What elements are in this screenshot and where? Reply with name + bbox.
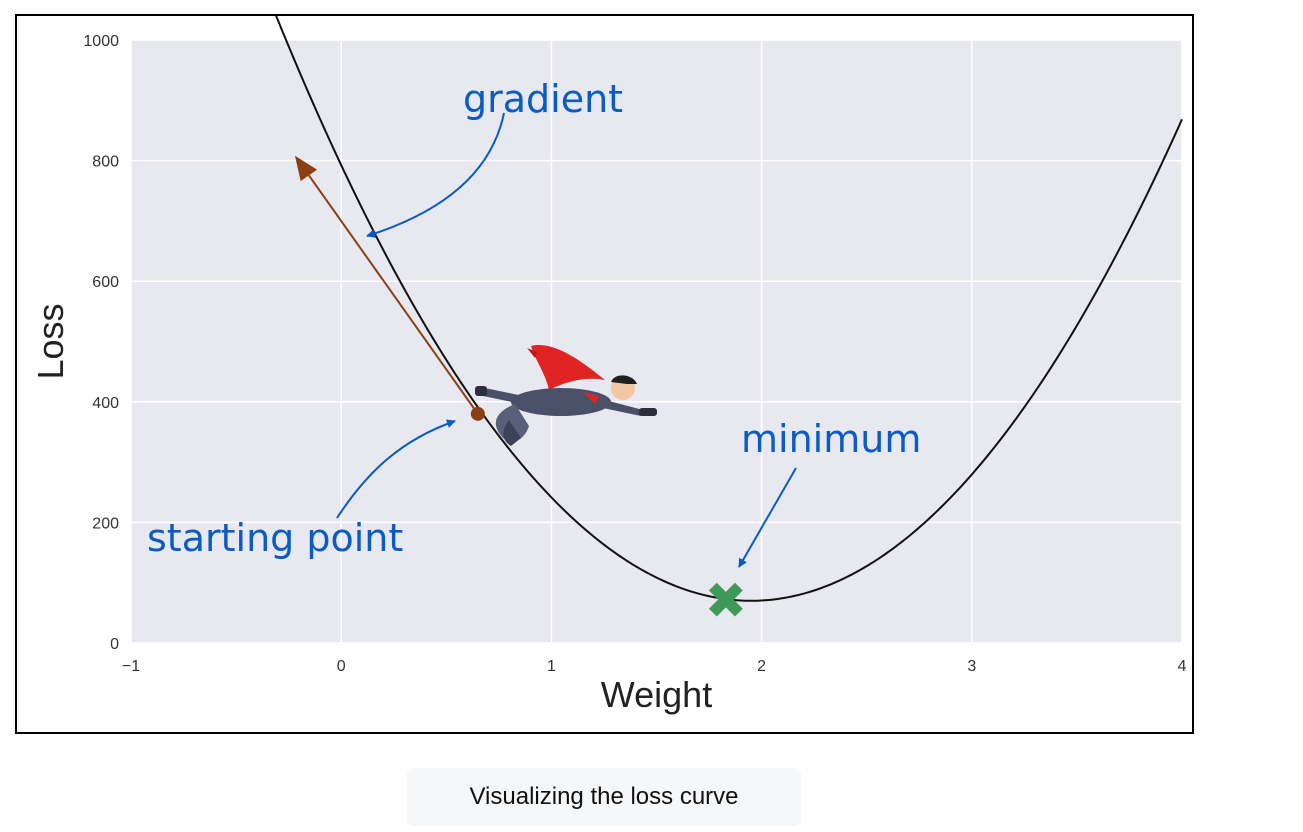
gradient-annotation-arrow <box>366 112 505 238</box>
caption-box: Visualizing the loss curve <box>407 768 801 826</box>
y-tick-label: 200 <box>92 515 119 532</box>
y-tick-label: 0 <box>110 636 119 653</box>
grid-lines <box>130 39 1183 644</box>
x-tick-label: 4 <box>1178 658 1187 675</box>
y-tick-label: 800 <box>92 154 119 171</box>
x-tick-label: 0 <box>337 658 346 675</box>
minimum-x-stroke <box>708 582 743 617</box>
minimum-annotation-arrow <box>738 467 797 568</box>
minimum-annotation: minimum <box>741 417 921 461</box>
x-tick-label: −1 <box>122 658 140 675</box>
gradient-arrow <box>294 155 479 415</box>
y-axis-label: Loss <box>30 303 71 379</box>
x-axis-label: Weight <box>601 674 712 715</box>
superhero-icon <box>475 345 657 446</box>
starting-point-annotation: starting point <box>147 516 403 560</box>
starting-point-marker <box>470 406 485 421</box>
figure-frame: −1 0 1 2 3 4 0 200 400 600 800 1000 Weight Loss gra… <box>15 14 1194 734</box>
plot-background <box>131 40 1182 643</box>
x-tick-label: 1 <box>547 658 556 675</box>
gradient-arrow-head <box>294 155 317 182</box>
gradient-arrow-shaft <box>308 174 479 415</box>
loss-curve-line <box>275 16 1183 602</box>
y-tick-label: 400 <box>92 395 119 412</box>
gradient-annotation: gradient <box>463 77 623 121</box>
y-tick-label: 600 <box>92 274 119 291</box>
x-tick-label: 2 <box>757 658 766 675</box>
figure-caption: Visualizing the loss curve <box>469 783 739 810</box>
x-tick-label: 3 <box>967 658 976 675</box>
minimum-x-marker <box>708 582 743 617</box>
starting-point-annotation-arrow <box>336 419 456 519</box>
y-tick-label: 1000 <box>83 33 119 50</box>
